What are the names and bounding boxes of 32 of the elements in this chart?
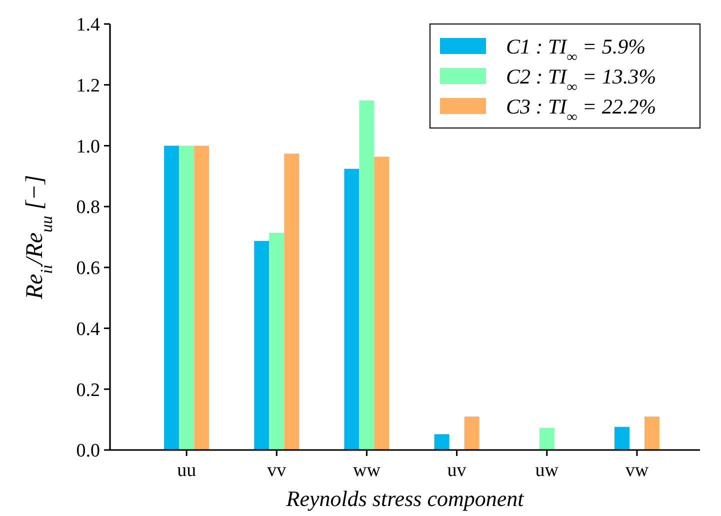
bar: [194, 146, 210, 450]
x-tick-label: ww: [352, 460, 381, 481]
y-tick-label: 0.0: [76, 440, 100, 462]
x-axis-title: Reynolds stress component: [285, 486, 525, 511]
y-tick-label: 1.0: [76, 136, 100, 158]
legend-label: C3 : TI$_{∞}$ = 22.2%: [506, 94, 656, 126]
bar: [254, 240, 270, 450]
y-tick-label: 0.8: [76, 197, 100, 218]
bar: [539, 428, 554, 450]
bar: [164, 146, 180, 450]
x-tick-label: uv: [447, 460, 467, 481]
x-tick-label: vv: [267, 460, 287, 481]
bar: [344, 168, 360, 450]
y-tick-label: 0.4: [76, 318, 100, 340]
bar: [434, 434, 450, 450]
bar: [179, 146, 194, 450]
bar: [464, 416, 480, 450]
x-tick-label: uw: [535, 460, 559, 481]
legend-label: C2 : TI$_{∞}$ = 13.3%: [506, 64, 656, 96]
bar: [374, 156, 390, 450]
bar: [269, 232, 284, 450]
bar: [644, 416, 660, 450]
y-tick-label: 0.2: [76, 380, 100, 401]
x-tick-label: vw: [625, 460, 649, 481]
legend-label: C1 : TI$_{∞}$ = 5.9%: [506, 34, 646, 66]
y-tick-label: 0.6: [76, 258, 100, 280]
bar: [614, 426, 630, 450]
y-tick-label: 1.2: [76, 76, 100, 97]
bar: [359, 100, 374, 450]
x-tick-label: uu: [177, 460, 197, 481]
bar: [284, 154, 300, 450]
y-tick-label: 1.4: [76, 14, 100, 36]
